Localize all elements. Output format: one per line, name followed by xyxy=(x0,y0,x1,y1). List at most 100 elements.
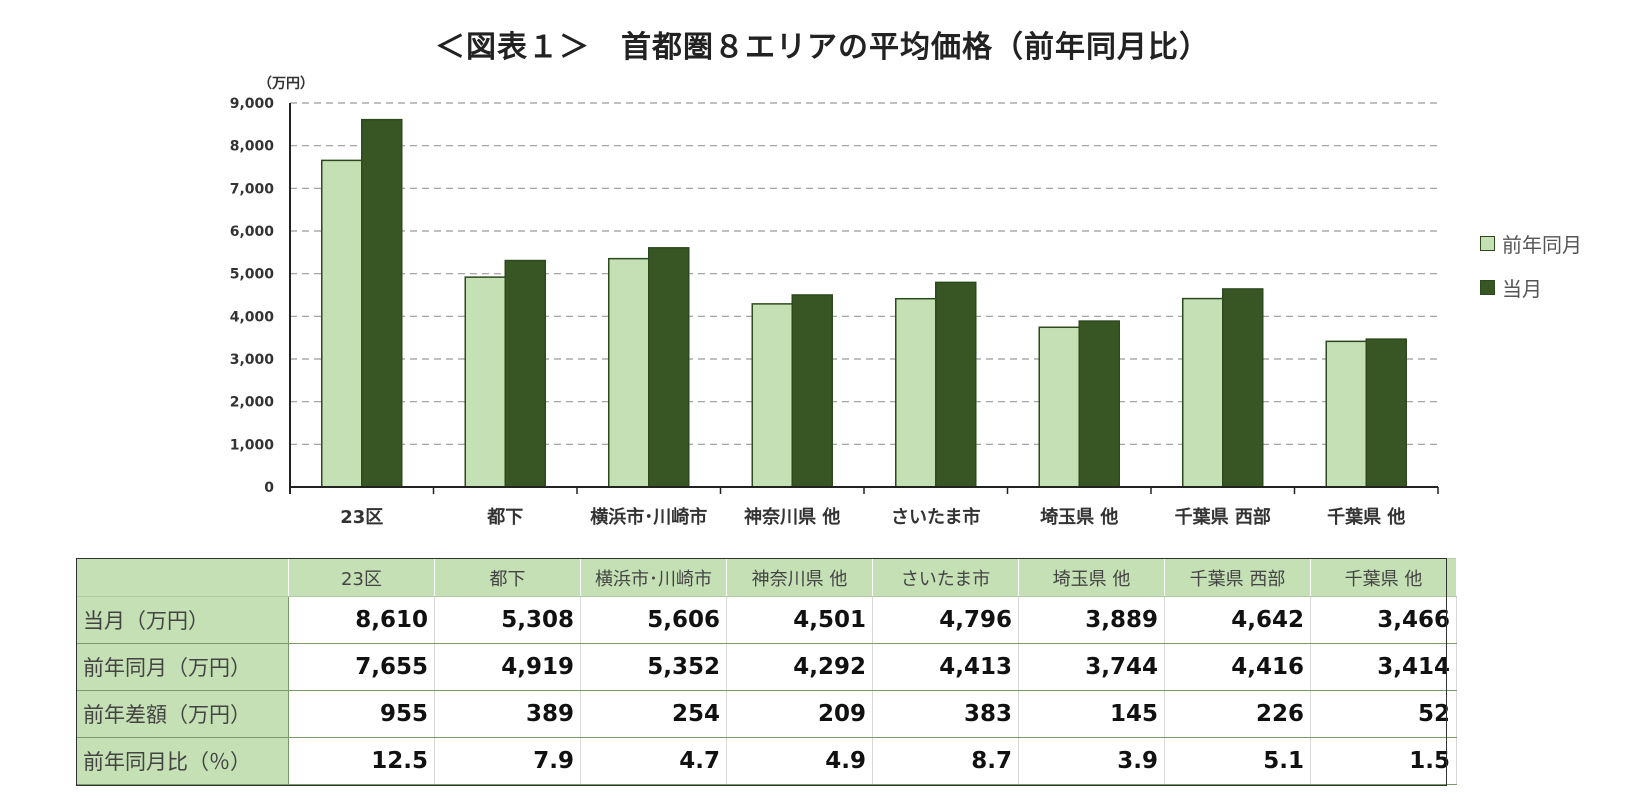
table-column-header: 埼玉県 他 xyxy=(1018,558,1165,597)
table-cell: 3,466 xyxy=(1310,596,1457,644)
table-cell: 226 xyxy=(1164,690,1311,738)
x-tick-label: 都下 xyxy=(486,507,523,528)
table-cell: 955 xyxy=(288,690,435,738)
table-cell: 4,796 xyxy=(872,596,1019,644)
legend-item-current-month: 当月 xyxy=(1480,272,1582,302)
bar-current-month xyxy=(1365,338,1407,488)
table-cell: 8.7 xyxy=(872,737,1019,785)
table-row: 前年同月比（％） 12.5 7.9 4.7 4.9 8.7 3.9 5.1 1.… xyxy=(76,737,1457,785)
bar-current-month xyxy=(1222,288,1264,488)
chart-title: ＜図表１＞ 首都圏８エリアの平均価格（前年同月比） xyxy=(435,30,1210,65)
x-tick-label: 千葉県 他 xyxy=(1327,506,1405,528)
y-tick-label: 1,000 xyxy=(230,437,275,453)
x-axis-ticks: 23区 都下 横浜市･川崎市 神奈川県 他 さいたま市 埼玉県 他 千葉県 西部 千葉県 他 xyxy=(340,506,1405,528)
table-cell: 5.1 xyxy=(1164,737,1311,785)
bar-current-month xyxy=(504,259,546,488)
x-tick-label: 23区 xyxy=(340,507,383,528)
bar-chart: （万円） 0 1,000 2,000 3,000 4,000 5,000 6,000 7,00… xyxy=(230,76,1439,528)
table-cell: 3,889 xyxy=(1018,596,1165,644)
table-column-header: 都下 xyxy=(434,558,581,597)
table-cell: 3.9 xyxy=(1018,737,1165,785)
table-cell: 383 xyxy=(872,690,1019,738)
y-axis-unit: （万円） xyxy=(258,76,314,92)
table-cell: 254 xyxy=(580,690,727,738)
bar-prev-year xyxy=(321,159,363,488)
table-row: 前年差額（万円） 955 389 254 209 383 145 226 52 xyxy=(76,690,1457,738)
x-tick-label: 神奈川県 他 xyxy=(744,506,840,528)
bars xyxy=(321,118,1407,488)
bar-prev-year xyxy=(751,303,793,488)
table-cell: 4.7 xyxy=(580,737,727,785)
table-column-header: 横浜市･川崎市 xyxy=(580,558,727,597)
bar-current-month xyxy=(361,118,403,488)
y-axis-ticks: 0 1,000 2,000 3,000 4,000 5,000 6,000 7,000 8,00… xyxy=(230,96,275,496)
table-cell: 145 xyxy=(1018,690,1165,738)
table-cell: 12.5 xyxy=(288,737,435,785)
table-cell: 389 xyxy=(434,690,581,738)
y-tick-label: 8,000 xyxy=(230,139,275,155)
bar-current-month xyxy=(1078,320,1120,488)
y-tick-label: 5,000 xyxy=(230,267,275,283)
x-tick-label: 横浜市･川崎市 xyxy=(590,506,707,528)
table-column-header: さいたま市 xyxy=(872,558,1019,597)
table-cell: 4,413 xyxy=(872,643,1019,691)
y-tick-label: 3,000 xyxy=(230,352,275,368)
x-tick-label: さいたま市 xyxy=(891,506,980,528)
table-cell: 4,919 xyxy=(434,643,581,691)
y-tick-label: 0 xyxy=(264,480,274,496)
table-row: 前年同月（万円） 7,655 4,919 5,352 4,292 4,413 3… xyxy=(76,643,1457,691)
table-cell: 3,414 xyxy=(1310,643,1457,691)
table-cell: 4,642 xyxy=(1164,596,1311,644)
table-column-header: 千葉県 他 xyxy=(1310,558,1457,597)
table-row-label: 前年同月（万円） xyxy=(76,643,289,691)
bar-current-month xyxy=(935,281,977,488)
table-column-header: 神奈川県 他 xyxy=(726,558,873,597)
data-table: 23区 都下 横浜市･川崎市 神奈川県 他 さいたま市 埼玉県 他 千葉県 西部… xyxy=(76,558,1457,785)
table-cell: 8,610 xyxy=(288,596,435,644)
table-row-label: 当月（万円） xyxy=(76,596,289,644)
bar-prev-year xyxy=(895,297,937,488)
legend-label-prev-year: 前年同月 xyxy=(1502,232,1582,257)
table-cell: 209 xyxy=(726,690,873,738)
table-cell: 4,292 xyxy=(726,643,873,691)
bar-current-month xyxy=(791,294,833,488)
table-cell: 3,744 xyxy=(1018,643,1165,691)
table-cell: 5,308 xyxy=(434,596,581,644)
y-tick-label: 2,000 xyxy=(230,395,275,411)
table-cell: 4.9 xyxy=(726,737,873,785)
y-tick-label: 4,000 xyxy=(230,309,275,325)
table-column-header: 千葉県 西部 xyxy=(1164,558,1311,597)
y-tick-label: 6,000 xyxy=(230,224,275,240)
legend-swatch-prev-year xyxy=(1480,235,1495,251)
y-tick-label: 7,000 xyxy=(230,181,275,197)
legend: 前年同月 当月 xyxy=(1480,228,1582,316)
table-row-label: 前年同月比（％） xyxy=(76,737,289,785)
bar-prev-year xyxy=(1182,297,1224,488)
table-row: 当月（万円） 8,610 5,308 5,606 4,501 4,796 3,8… xyxy=(76,596,1457,644)
x-tick-label: 千葉県 西部 xyxy=(1175,506,1271,528)
table-cell: 1.5 xyxy=(1310,737,1457,785)
table-cell: 7,655 xyxy=(288,643,435,691)
table-cell: 4,501 xyxy=(726,596,873,644)
table-cell: 5,352 xyxy=(580,643,727,691)
table-corner-cell xyxy=(76,558,289,597)
legend-swatch-current-month xyxy=(1480,279,1495,295)
table-cell: 4,416 xyxy=(1164,643,1311,691)
y-tick-label: 9,000 xyxy=(230,96,275,112)
axes xyxy=(289,103,1439,494)
table-column-header: 23区 xyxy=(288,558,435,597)
table-cell: 5,606 xyxy=(580,596,727,644)
bar-prev-year xyxy=(608,257,650,488)
legend-item-prev-year: 前年同月 xyxy=(1480,228,1582,258)
bar-prev-year xyxy=(1325,340,1367,488)
table-cell: 52 xyxy=(1310,690,1457,738)
bar-prev-year xyxy=(1038,326,1080,488)
table-row-label: 前年差額（万円） xyxy=(76,690,289,738)
table-header-row: 23区 都下 横浜市･川崎市 神奈川県 他 さいたま市 埼玉県 他 千葉県 西部… xyxy=(76,558,1457,597)
table-cell: 7.9 xyxy=(434,737,581,785)
bar-prev-year xyxy=(464,276,506,488)
x-tick-label: 埼玉県 他 xyxy=(1040,506,1118,528)
grid-lines xyxy=(290,102,1438,445)
bar-current-month xyxy=(648,247,690,488)
legend-label-current-month: 当月 xyxy=(1502,276,1542,301)
